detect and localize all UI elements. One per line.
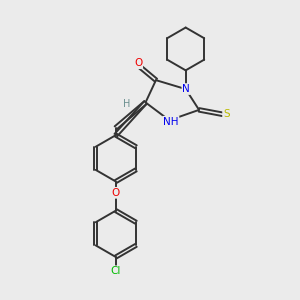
Text: S: S bbox=[223, 109, 230, 119]
Text: H: H bbox=[123, 99, 130, 109]
Text: Cl: Cl bbox=[111, 266, 121, 276]
Text: O: O bbox=[112, 188, 120, 198]
Text: N: N bbox=[182, 84, 190, 94]
Text: O: O bbox=[134, 58, 142, 68]
Text: NH: NH bbox=[163, 117, 178, 127]
